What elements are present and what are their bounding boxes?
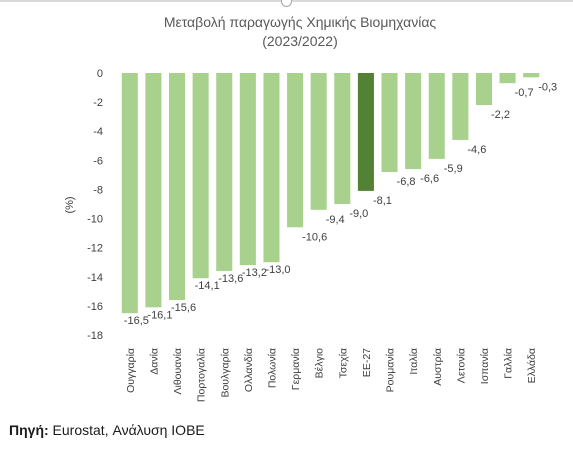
category-label: Ισπανία bbox=[479, 348, 491, 384]
data-label: -5,9 bbox=[444, 163, 463, 175]
y-tick-label: -10 bbox=[87, 214, 103, 226]
y-axis-ticks: 0 -2 -4 -6 -8 -10 -12 -14 -16 -18 bbox=[87, 68, 103, 342]
data-label: -14,1 bbox=[195, 280, 220, 292]
category-label: ΕΕ-27 bbox=[361, 348, 373, 377]
data-label: -2,2 bbox=[491, 109, 510, 121]
bar-5 bbox=[216, 73, 233, 271]
bar-3 bbox=[169, 73, 186, 301]
bars-group bbox=[121, 73, 540, 314]
y-tick-label: -16 bbox=[87, 301, 103, 313]
data-label: -6,8 bbox=[397, 176, 416, 188]
bar-1 bbox=[121, 73, 138, 314]
bar-4 bbox=[192, 73, 209, 279]
bar-16 bbox=[475, 73, 492, 106]
bar-12 bbox=[381, 73, 398, 172]
category-label: Ουγγαρία bbox=[125, 348, 137, 393]
category-label: Ιταλία bbox=[408, 348, 420, 375]
category-label: Τσεχία bbox=[337, 348, 349, 378]
data-label: -9,0 bbox=[349, 208, 368, 220]
source-text: Eurostat, Ανάλυση ΙΟΒΕ bbox=[48, 422, 205, 438]
bar-9 bbox=[310, 73, 327, 210]
top-handle-icon bbox=[281, 0, 292, 7]
bar-6 bbox=[239, 73, 256, 266]
category-label: Λετονία bbox=[455, 348, 467, 383]
y-tick-label: -4 bbox=[93, 126, 103, 138]
category-label: Λιθουανία bbox=[172, 348, 184, 395]
category-label: Ρουμανία bbox=[385, 348, 397, 392]
bar-10 bbox=[334, 73, 351, 204]
data-label: -13,0 bbox=[265, 264, 290, 276]
category-label: Αυστρία bbox=[432, 348, 444, 386]
y-axis-label: (%) bbox=[64, 196, 76, 213]
category-label: Ελλάδα bbox=[526, 348, 538, 383]
category-label: Πορτογαλία bbox=[196, 348, 208, 402]
y-tick-label: -6 bbox=[93, 155, 103, 167]
data-label: -16,5 bbox=[124, 315, 149, 327]
bar-15 bbox=[452, 73, 469, 140]
data-label: -16,1 bbox=[147, 309, 172, 321]
y-tick-label: -14 bbox=[87, 272, 103, 284]
bar-8 bbox=[287, 73, 304, 228]
source-note: Πηγή: Eurostat, Ανάλυση ΙΟΒΕ bbox=[9, 422, 205, 438]
category-label: Ολλανδία bbox=[243, 348, 255, 392]
bar-2 bbox=[145, 73, 162, 308]
data-label: -6,6 bbox=[420, 173, 439, 185]
category-labels-group: Ουγγαρία Δανία Λιθουανία Πορτογαλία Βουλγαρί… bbox=[125, 348, 538, 402]
chart-title-line1: Μεταβολή παραγωγής Χημικής Βιομηχανίας bbox=[164, 14, 437, 30]
category-label: Γερμανία bbox=[290, 348, 302, 390]
y-tick-label: -8 bbox=[93, 184, 103, 196]
category-label: Βουλγαρία bbox=[219, 348, 231, 398]
category-label: Πολωνία bbox=[266, 348, 278, 388]
chart-title-line2: (2023/2022) bbox=[262, 33, 338, 49]
data-label: -0,3 bbox=[538, 81, 557, 93]
category-label: Βέλγιο bbox=[314, 348, 326, 379]
data-label: -4,6 bbox=[467, 144, 486, 156]
data-label: -9,4 bbox=[326, 214, 345, 226]
data-labels-group: -16,5-16,1-15,6 -14,1-13,6-13,2-13,0 -10,6… bbox=[124, 81, 557, 327]
bar-17 bbox=[499, 73, 516, 84]
data-label: -13,2 bbox=[242, 267, 267, 279]
data-label: -15,6 bbox=[171, 302, 196, 314]
category-label: Γαλλία bbox=[503, 348, 515, 379]
data-label: -8,1 bbox=[373, 195, 392, 207]
bar-7 bbox=[263, 73, 280, 263]
bar-18 bbox=[523, 73, 540, 78]
category-label: Δανία bbox=[148, 348, 160, 375]
data-label: -0,7 bbox=[515, 87, 534, 99]
bar-14 bbox=[428, 73, 445, 159]
data-label: -10,6 bbox=[302, 231, 327, 243]
data-label: -13,6 bbox=[218, 273, 243, 285]
y-tick-label: -2 bbox=[93, 97, 103, 109]
bar-13 bbox=[405, 73, 422, 170]
y-tick-label: -12 bbox=[87, 243, 103, 255]
bar-11 bbox=[357, 73, 374, 191]
y-tick-label: 0 bbox=[97, 68, 103, 80]
source-label: Πηγή: bbox=[9, 422, 49, 438]
y-tick-label: -18 bbox=[87, 330, 103, 342]
